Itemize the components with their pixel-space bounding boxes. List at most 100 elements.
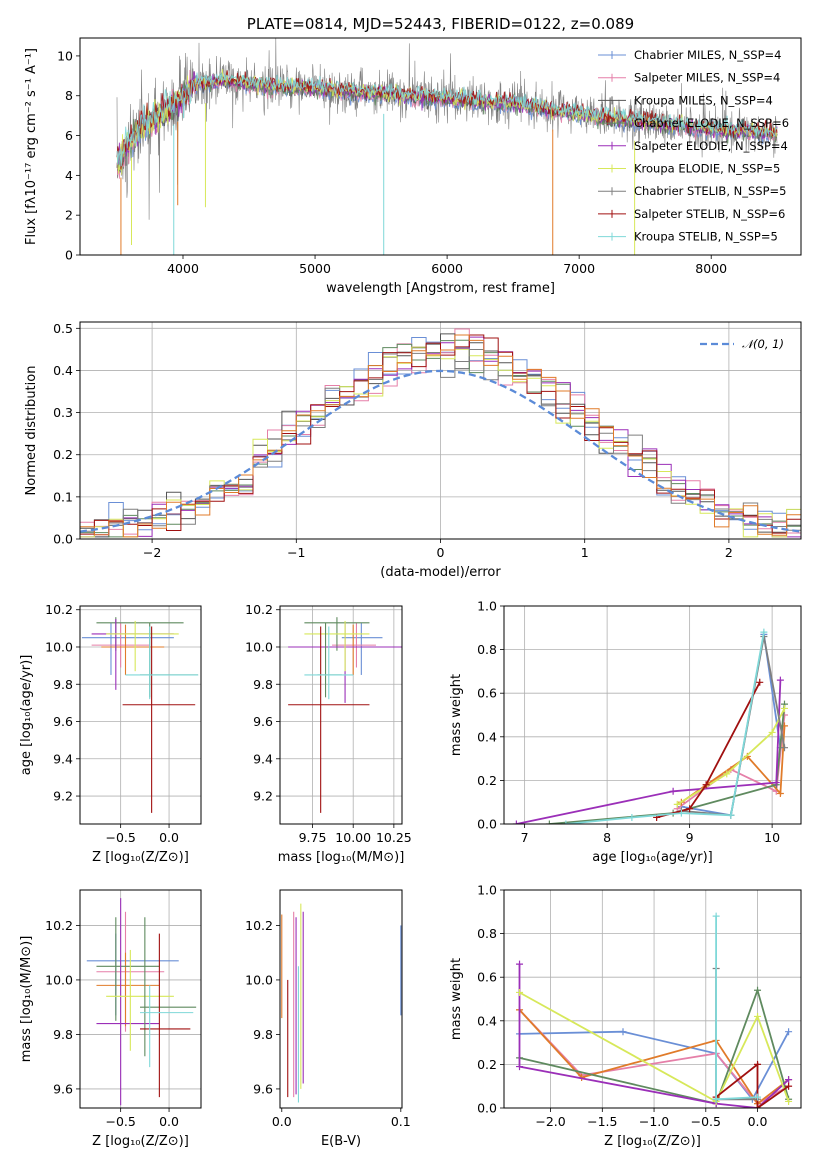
axes-frame xyxy=(79,605,202,825)
y-tick-label: 9.8 xyxy=(53,1027,73,1042)
x-tick-label: 0.1 xyxy=(391,1114,411,1129)
weight-series xyxy=(512,676,784,824)
error-bar-point xyxy=(341,622,383,675)
weight-marker xyxy=(512,820,520,824)
y-tick-label: 0.2 xyxy=(477,1057,497,1072)
weight-marker xyxy=(619,1028,627,1036)
y-tick-label: 0.4 xyxy=(477,1013,497,1028)
weight-marker xyxy=(516,1063,524,1071)
y-tick-label: 10 xyxy=(57,48,73,63)
error-bar-point xyxy=(140,933,191,1098)
y-tick-label: 1.0 xyxy=(477,883,497,898)
panel-mass_vs_ebv: 0.0 0.1 9.6 9.8 10.0 10.2 E(B-V) xyxy=(245,889,411,1149)
y-tick-label: 0.3 xyxy=(53,405,73,420)
legend-label: Salpeter MILES, N_SSP=4 xyxy=(634,71,780,85)
weight-line xyxy=(565,632,765,824)
error-bar-point xyxy=(91,622,150,668)
plot-area xyxy=(86,898,197,1106)
weight-marker xyxy=(727,811,735,819)
weight-line xyxy=(680,725,786,803)
y-tick-label: 10.2 xyxy=(45,602,73,617)
weight-marker xyxy=(754,1093,762,1101)
error-bar-point xyxy=(86,933,179,1016)
x-tick-label: 10.00 xyxy=(335,830,371,845)
x-tick-label: 0.0 xyxy=(272,1114,292,1129)
weight-marker xyxy=(785,1076,793,1084)
legend-label: Kroupa MILES, N_SSP=4 xyxy=(634,93,773,107)
y-tick-label: 1.0 xyxy=(477,599,497,614)
x-axis-label: mass [log₁₀(M/M⊙)] xyxy=(278,850,405,865)
y-tick-label: 10.2 xyxy=(245,602,273,617)
x-axis-label: wavelength [Angstrom, rest frame] xyxy=(326,281,555,296)
x-tick-label: 7 xyxy=(521,830,529,845)
y-axis-label: Flux [fλ10⁻¹⁷ erg cm⁻² s⁻¹ A⁻¹] xyxy=(24,48,39,245)
y-tick-label: 10.0 xyxy=(245,639,273,654)
weight-marker xyxy=(776,676,784,684)
x-tick-label: −0.5 xyxy=(691,1114,721,1129)
x-tick-label: 0.0 xyxy=(159,830,179,845)
x-axis-label: E(B-V) xyxy=(321,1134,361,1149)
weight-marker xyxy=(772,779,780,787)
y-tick-label: 9.6 xyxy=(53,1081,73,1096)
y-tick-label: 9.2 xyxy=(53,789,73,804)
legend-label: Salpeter ELODIE, N_SSP=4 xyxy=(634,139,788,153)
y-tick-label: 0.2 xyxy=(53,447,73,462)
weight-marker xyxy=(677,809,685,817)
y-tick-label: 0.6 xyxy=(477,686,497,701)
weight-marker xyxy=(754,1012,762,1020)
weight-series xyxy=(712,912,762,1103)
weight-marker xyxy=(712,1095,720,1103)
plot-area xyxy=(281,903,402,1103)
y-tick-label: 0.1 xyxy=(53,489,73,504)
weight-series xyxy=(545,700,788,824)
weight-marker xyxy=(776,789,784,797)
plot-area xyxy=(288,617,402,813)
y-tick-label: 0.0 xyxy=(477,817,497,832)
y-tick-label: 10.2 xyxy=(245,918,273,933)
y-tick-label: 9.8 xyxy=(53,677,73,692)
x-axis-label: Z [log₁₀(Z/Z⊙)] xyxy=(604,1134,701,1149)
x-tick-label: −1.0 xyxy=(639,1114,669,1129)
error-bar-point xyxy=(332,622,376,668)
weight-marker xyxy=(781,744,788,752)
panel-weight_vs_Z: −2.0 −1.5 −1.0 −0.5 0.0 0.0 0.2 0.4 0.6 0.8 1.0 Z [… xyxy=(449,883,802,1149)
axes-frame xyxy=(503,889,802,1109)
weight-marker xyxy=(785,1097,793,1105)
x-tick-label: 0.0 xyxy=(159,1114,179,1129)
legend-label: 𝒩(0, 1) xyxy=(742,337,784,351)
y-tick-label: 9.8 xyxy=(253,1027,273,1042)
x-tick-label: 9 xyxy=(686,830,694,845)
legend: Chabrier MILES, N_SSP=4 Salpeter MILES, N… xyxy=(598,48,789,244)
weight-series xyxy=(653,678,764,821)
weight-marker xyxy=(768,728,776,736)
weight-line xyxy=(656,681,761,819)
error-bar-point xyxy=(91,619,174,690)
x-tick-label: −0.5 xyxy=(105,830,135,845)
x-tick-label: 10 xyxy=(764,830,780,845)
y-axis-label: mass [log₁₀(M/M⊙)] xyxy=(19,936,34,1063)
y-tick-label: 9.6 xyxy=(53,714,73,729)
legend-label: Chabrier MILES, N_SSP=4 xyxy=(634,48,781,62)
y-tick-label: 0.8 xyxy=(477,642,497,657)
x-tick-label: 4000 xyxy=(167,261,199,276)
y-axis-label: age [log₁₀(age/yr)] xyxy=(19,655,34,776)
error-bar-point xyxy=(106,620,179,672)
chart-title: PLATE=0814, MJD=52443, FIBERID=0122, z=0… xyxy=(247,15,634,33)
legend-label: Kroupa STELIB, N_SSP=5 xyxy=(634,230,778,244)
weight-marker xyxy=(723,770,731,778)
y-axis-label: Normed distribution xyxy=(24,366,39,496)
y-tick-label: 9.4 xyxy=(253,751,273,766)
y-tick-label: 10.0 xyxy=(45,972,73,987)
legend-label: Salpeter STELIB, N_SSP=6 xyxy=(634,207,785,221)
y-tick-label: 0 xyxy=(65,248,73,263)
error-bar-point xyxy=(96,952,160,1027)
legend-label: Chabrier STELIB, N_SSP=5 xyxy=(634,184,786,198)
weight-marker xyxy=(754,986,762,994)
x-tick-label: 1 xyxy=(581,545,589,560)
y-tick-label: 9.4 xyxy=(53,751,73,766)
legend-label: Chabrier ELODIE, N_SSP=6 xyxy=(634,116,789,130)
x-tick-label: 5000 xyxy=(299,261,331,276)
axes-frame xyxy=(79,37,802,256)
weight-line xyxy=(519,987,790,1105)
